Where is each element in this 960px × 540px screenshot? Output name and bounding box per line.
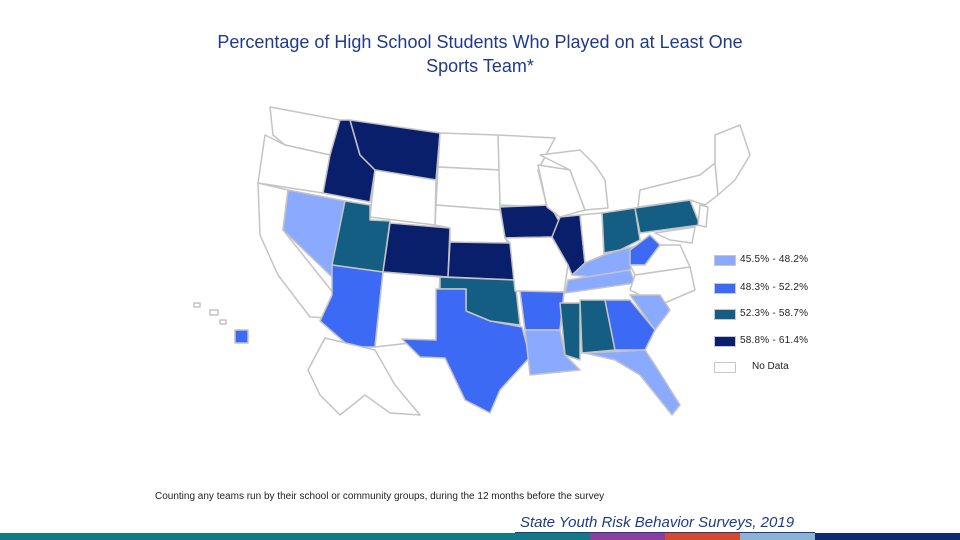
legend-swatch-1 [714, 255, 736, 266]
footnote: Counting any teams run by their school o… [155, 491, 605, 502]
bottom-bar-segment-light-blue [740, 533, 815, 540]
state-wyoming [369, 169, 437, 226]
bottom-color-bar [0, 533, 960, 540]
state-florida [584, 349, 681, 416]
state-ohio [601, 207, 641, 254]
state-georgia [604, 299, 656, 351]
legend-swatch-3 [714, 309, 736, 320]
state-south-carolina [629, 294, 671, 331]
state-michigan [539, 149, 609, 211]
state-arkansas [519, 290, 565, 331]
state-texas [401, 288, 531, 414]
legend-label-4: 58.8% - 61.4% [740, 335, 809, 346]
state-wisconsin [537, 164, 586, 218]
state-new-england [714, 124, 751, 196]
bottom-bar-segment-red [665, 533, 740, 540]
state-new-mexico [374, 271, 441, 348]
legend-label-1: 45.5% - 48.2% [740, 254, 809, 265]
map-title-line-1: Percentage of High School Students Who P… [217, 32, 743, 52]
map-title: Percentage of High School Students Who P… [150, 30, 810, 78]
state-new-york [637, 162, 719, 208]
source-citation: State Youth Risk Behavior Surveys, 2019 [520, 514, 795, 531]
bottom-bar-segment-purple [590, 533, 665, 540]
state-new-jersey [697, 204, 709, 228]
map-title-line-2: Sports Team* [426, 56, 534, 76]
bottom-bar-segment-navy [815, 533, 960, 540]
legend-label-no-data: No Data [752, 361, 789, 372]
state-louisiana [524, 329, 581, 376]
state-kansas [447, 241, 516, 281]
us-choropleth-map [193, 106, 751, 416]
legend-label-3: 52.3% - 58.7% [740, 308, 809, 319]
state-colorado [382, 222, 451, 278]
state-maryland [654, 226, 696, 244]
state-north-dakota [437, 132, 501, 171]
state-south-dakota [435, 166, 501, 211]
source-underline [515, 532, 815, 533]
legend-swatch-4 [714, 336, 736, 347]
state-indiana [579, 212, 605, 264]
legend-label-2: 48.3% - 52.2% [740, 282, 809, 293]
bottom-bar-segment-teal [0, 533, 590, 540]
state-alaska [307, 337, 421, 416]
state-mississippi [559, 302, 581, 361]
legend-swatch-no-data [714, 362, 736, 373]
legend-swatch-2 [714, 283, 736, 294]
state-arizona [319, 264, 384, 348]
state-hawaii-islands [193, 302, 227, 325]
state-hawaii-main [234, 329, 249, 344]
